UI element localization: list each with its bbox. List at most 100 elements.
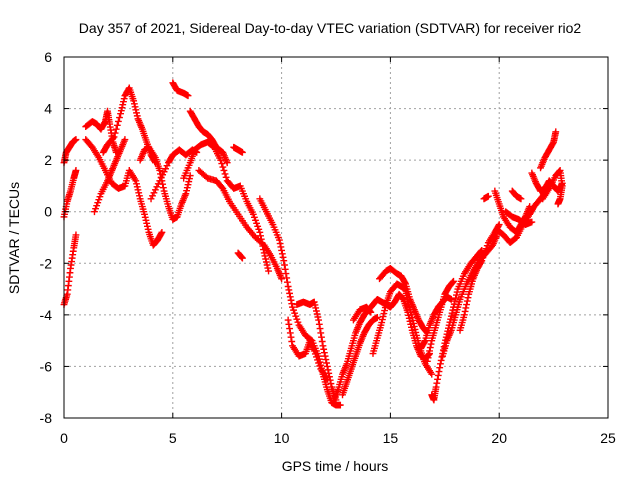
data-point <box>326 373 333 381</box>
data-point <box>428 370 436 378</box>
data-point <box>162 165 169 173</box>
data-point <box>449 278 457 286</box>
data-point <box>426 344 434 351</box>
data-point <box>223 159 231 167</box>
data-point <box>478 257 486 265</box>
data-point <box>293 315 301 323</box>
data-point <box>323 363 331 370</box>
x-tick-label: 0 <box>60 430 68 446</box>
data-point <box>111 129 119 137</box>
data-point <box>315 320 323 328</box>
data-point <box>136 192 143 200</box>
data-point <box>313 310 321 318</box>
y-tick-label: 6 <box>44 49 52 65</box>
data-point <box>120 98 127 106</box>
data-point <box>401 279 409 287</box>
data-point <box>184 92 192 100</box>
data-point <box>379 316 386 323</box>
data-point <box>238 253 246 261</box>
data-point <box>118 104 126 112</box>
data-point <box>101 119 109 127</box>
data-point <box>276 236 283 244</box>
x-tick-label: 25 <box>600 430 616 446</box>
data-point <box>409 317 417 324</box>
y-tick-label: -4 <box>40 307 53 323</box>
data-point <box>323 359 330 367</box>
data-point <box>316 325 324 333</box>
data-point <box>133 112 141 120</box>
data-point <box>135 189 143 197</box>
y-tick-label: -2 <box>40 255 53 271</box>
data-point <box>94 199 102 207</box>
data-point <box>320 345 328 353</box>
data-point <box>143 219 151 227</box>
data-point <box>110 133 118 141</box>
data-point <box>121 136 129 143</box>
data-point <box>182 190 190 198</box>
x-tick-label: 20 <box>491 430 507 446</box>
y-tick-label: -8 <box>40 410 53 426</box>
data-point <box>239 149 246 156</box>
data-point <box>116 114 123 121</box>
data-point <box>378 319 386 326</box>
data-point <box>292 312 300 320</box>
data-point <box>95 196 103 204</box>
data-point <box>286 293 294 301</box>
data-point <box>483 242 491 250</box>
data-point <box>264 264 272 272</box>
data-point <box>421 338 428 346</box>
data-point <box>156 177 164 185</box>
data-point <box>256 228 264 236</box>
data-point <box>453 291 460 299</box>
data-point <box>437 360 444 368</box>
data-point <box>113 121 121 129</box>
data-point <box>315 316 322 324</box>
data-point <box>96 193 104 201</box>
data-point <box>133 109 140 117</box>
data-point <box>262 255 270 263</box>
data-point <box>72 231 80 239</box>
data-point <box>326 376 334 384</box>
data-point <box>336 401 344 409</box>
grid-lines <box>64 57 608 418</box>
data-point <box>554 200 562 208</box>
data-point <box>72 167 80 174</box>
data-point <box>436 364 444 372</box>
data-point <box>222 173 230 181</box>
data-point <box>263 261 271 269</box>
data-point <box>318 338 326 345</box>
data-point <box>151 186 159 194</box>
data-point <box>549 139 557 147</box>
data-point <box>317 329 325 337</box>
data-point <box>133 180 140 188</box>
data-point <box>255 225 263 233</box>
data-point <box>286 325 293 333</box>
data-point <box>284 316 292 324</box>
data-point <box>249 210 257 218</box>
data-point <box>288 300 296 308</box>
x-tick-label: 10 <box>274 430 290 446</box>
data-point <box>117 110 124 118</box>
data-point <box>399 295 407 302</box>
data-point <box>131 103 139 111</box>
data-point <box>217 156 225 164</box>
data-point <box>318 333 325 341</box>
data-point <box>324 366 332 374</box>
data-point <box>478 246 486 254</box>
data-point <box>72 136 80 143</box>
data-point <box>265 267 272 275</box>
data-point <box>484 192 492 200</box>
data-point <box>366 308 374 315</box>
data-point <box>316 362 324 370</box>
data-point <box>379 313 387 320</box>
data-point <box>423 357 431 365</box>
data-point <box>257 232 264 240</box>
data-point <box>427 340 435 348</box>
data-point <box>464 294 472 302</box>
data-point <box>311 301 319 309</box>
data-point <box>141 210 148 218</box>
data-point <box>479 254 487 262</box>
data-point <box>93 202 101 210</box>
data-point <box>463 301 470 308</box>
